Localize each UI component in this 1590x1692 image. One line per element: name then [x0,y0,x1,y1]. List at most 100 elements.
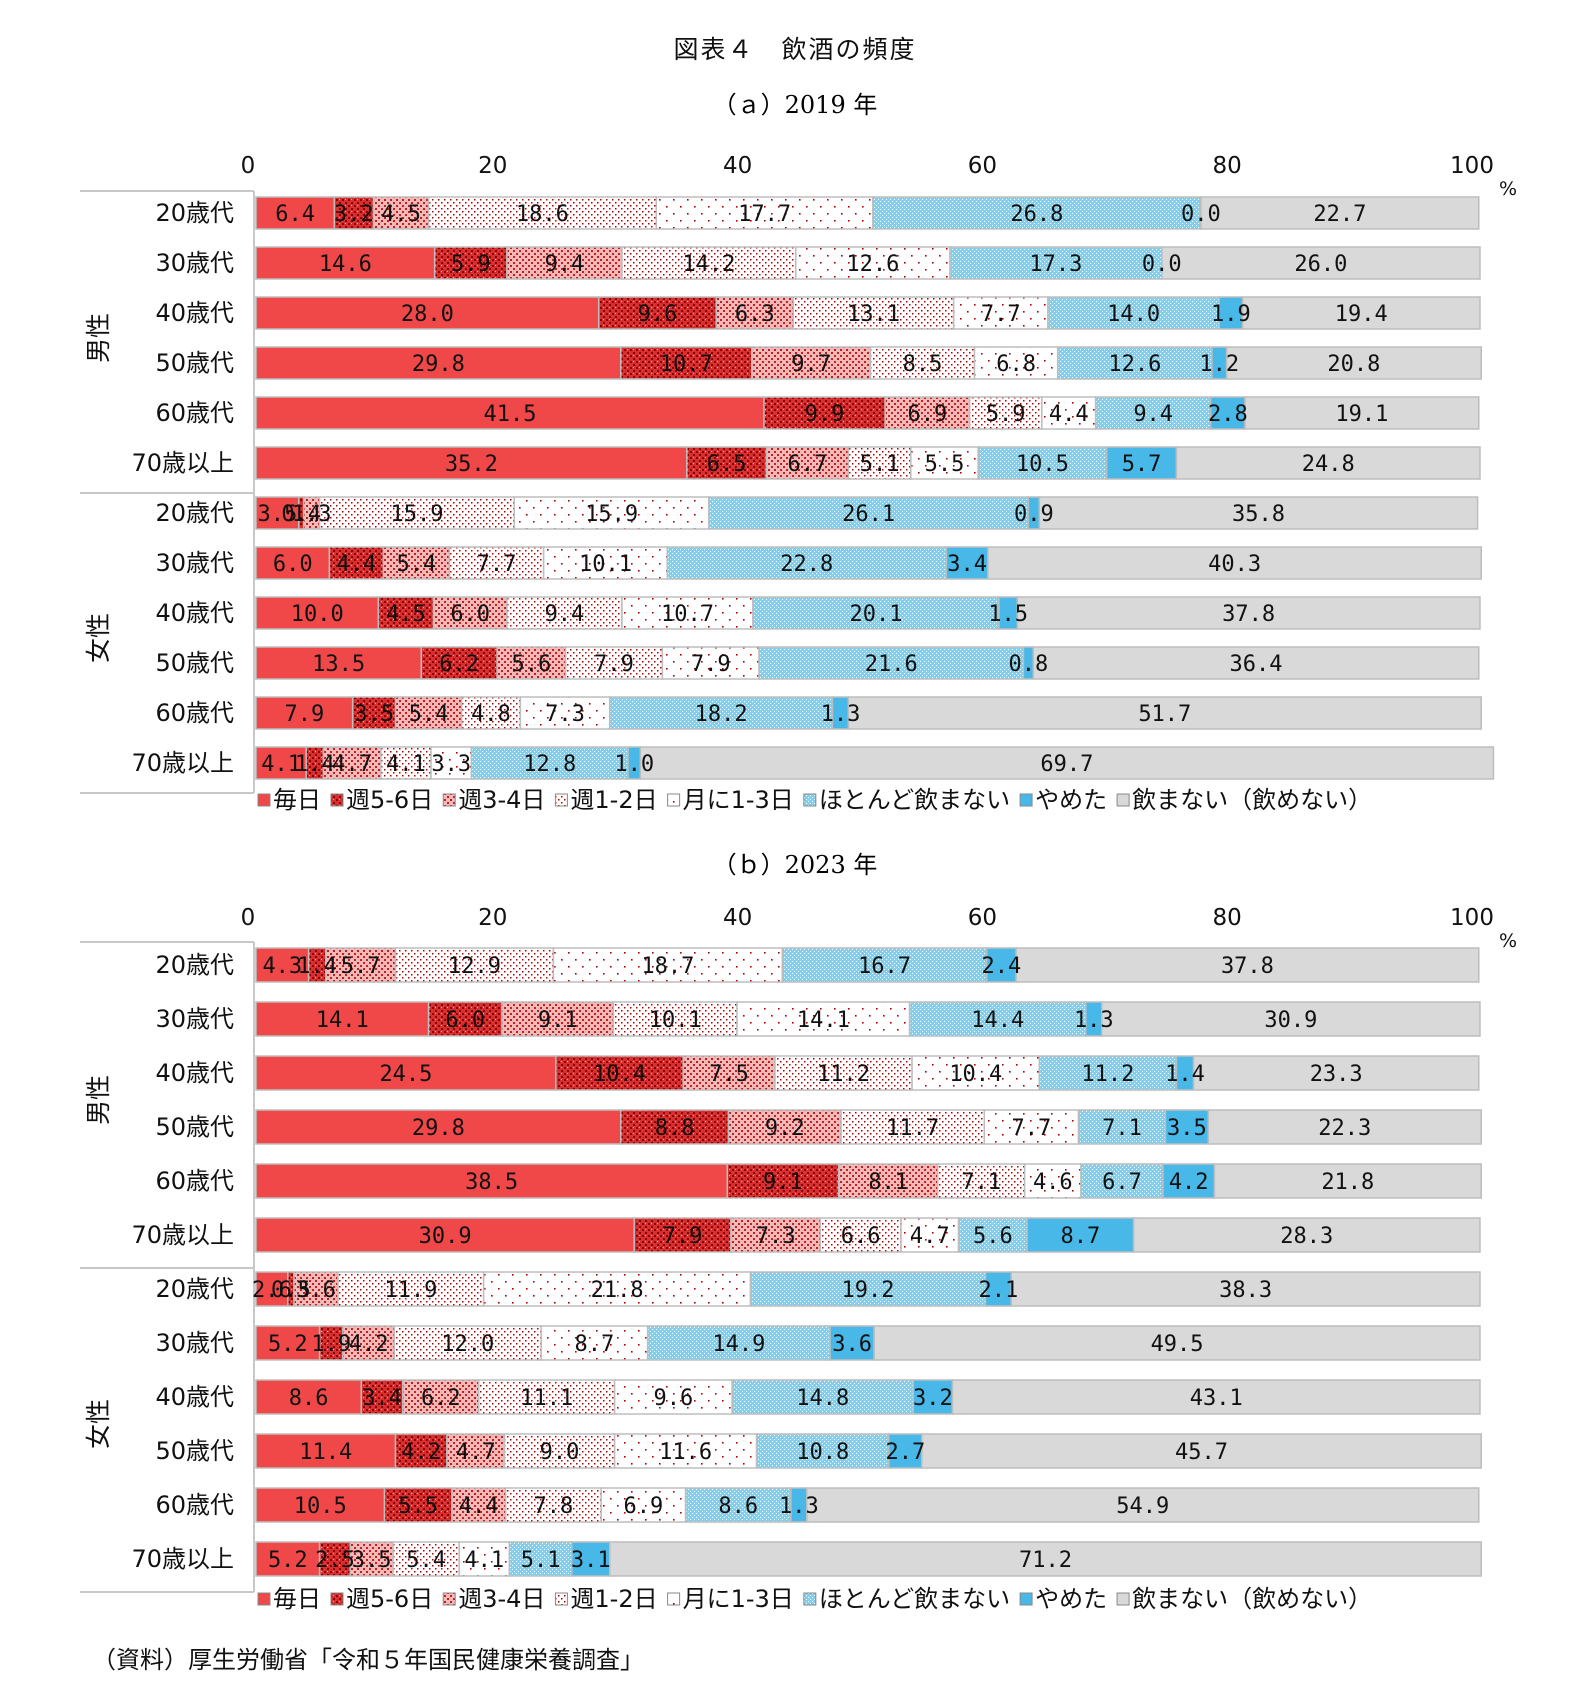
bar-segment [620,346,753,380]
bar-segment [383,1487,453,1523]
data-label: 41.5 [483,402,536,427]
bar-segment [731,1379,915,1415]
bar-segment [540,1325,649,1361]
bar-segment [600,1487,687,1523]
group-label: 男性 [84,313,113,363]
data-label: 9.0 [540,1440,580,1465]
bar-segment [639,746,1495,780]
data-label: 19.1 [1335,402,1388,427]
data-label: 23.3 [1310,1062,1363,1087]
bar-segment [255,1541,321,1577]
data-label: 11.1 [520,1386,573,1411]
data-label: 7.8 [534,1494,574,1519]
data-label: 9.1 [538,1008,578,1033]
legend-item: 週5-6日 [346,786,433,814]
legend-swatch [257,793,271,807]
data-label: 3.1 [571,1548,611,1573]
bar-segment [255,1055,557,1091]
bar-segment [987,546,1482,580]
bar-segment [255,696,354,730]
data-label: 4.4 [336,552,376,577]
data-label: 1.0 [614,752,654,777]
bar-segment [427,1001,503,1037]
data-label: 22.7 [1313,202,1366,227]
data-label: 17.3 [1029,252,1082,277]
data-label: 0.0 [1142,252,1182,277]
data-label: 40.3 [1208,552,1261,577]
group-label: 女性 [84,1399,113,1449]
data-label: 6.5 [707,452,747,477]
row-label: 30歳代 [155,1329,234,1357]
data-label: 12.0 [441,1332,494,1357]
legend-item: 飲まない（飲めない） [1132,1585,1372,1613]
data-label: 14.4 [971,1008,1024,1033]
data-label: 49.5 [1151,1332,1204,1357]
data-label: 8.8 [655,1116,695,1141]
data-label: 38.3 [1219,1278,1272,1303]
data-label: 3.6 [296,1278,336,1303]
data-label: 24.8 [1302,452,1355,477]
bar-segment [322,746,382,780]
row-label: 20歳代 [155,1275,234,1303]
data-label: 10.5 [1016,452,1069,477]
bar-segment [255,346,622,380]
data-label: 9.4 [545,252,585,277]
data-label: 43.1 [1190,1386,1243,1411]
row-label: 60歳代 [155,1167,234,1195]
data-label: 35.8 [1232,502,1285,527]
bar-segment [1101,1001,1481,1037]
bar-segment [900,1217,960,1253]
data-label: 14.1 [316,1008,369,1033]
data-label: 10.1 [649,1008,702,1033]
data-label: 0.5 [271,1278,311,1303]
bar-segment [446,1433,506,1469]
data-label: 5.7 [341,954,381,979]
bar-segment [1015,947,1480,983]
data-label: 8.5 [903,352,943,377]
legend-swatch [667,1592,681,1606]
data-label: 24.5 [379,1062,432,1087]
data-label: 6.2 [439,652,479,677]
data-label: 2.7 [885,1440,925,1465]
bar-segment [755,1433,890,1469]
bar-segment [427,196,657,230]
bar-segment [873,1325,1481,1361]
data-label: 9.9 [805,402,845,427]
data-label: 6.9 [624,1494,664,1519]
legend-item: やめた [1035,1585,1107,1613]
data-label: 10.7 [661,602,714,627]
data-label: 5.6 [512,652,552,677]
data-label: 11.6 [659,1440,712,1465]
data-label: 6.2 [421,1386,461,1411]
legend-swatch [667,793,681,807]
data-label: 4.2 [401,1440,441,1465]
x-tick-label: 20 [478,905,507,931]
bar-segment [519,696,611,730]
bar-segment [255,1217,635,1253]
legend-item: 週3-4日 [458,1585,545,1613]
bar-segment [911,1055,1041,1091]
data-label: 0.9 [1014,502,1054,527]
bar-segment [1023,1163,1082,1199]
bar-segment [795,246,951,280]
data-label: 13.5 [312,652,365,677]
bar-segment [1077,1109,1167,1145]
data-label: 3.4 [947,552,987,577]
bar-segment [957,1217,1028,1253]
bar-segment [727,1109,842,1145]
axis-unit: % [1499,930,1517,952]
data-label: 6.0 [445,1008,485,1033]
data-label: 1.4 [295,752,335,777]
bar-segment [255,546,331,580]
bar-segment [506,246,623,280]
bar-segment [255,446,688,480]
bar-segment [806,1487,1480,1523]
bar-segment [908,1001,1087,1037]
x-tick-label: 80 [1213,153,1242,179]
bar-segment [608,1541,1482,1577]
bar-segment [1161,246,1481,280]
data-label: 22.3 [1318,1116,1371,1141]
bar-segment [1047,296,1221,330]
bar-segment [1132,1217,1481,1253]
bar-segment [847,696,1482,730]
